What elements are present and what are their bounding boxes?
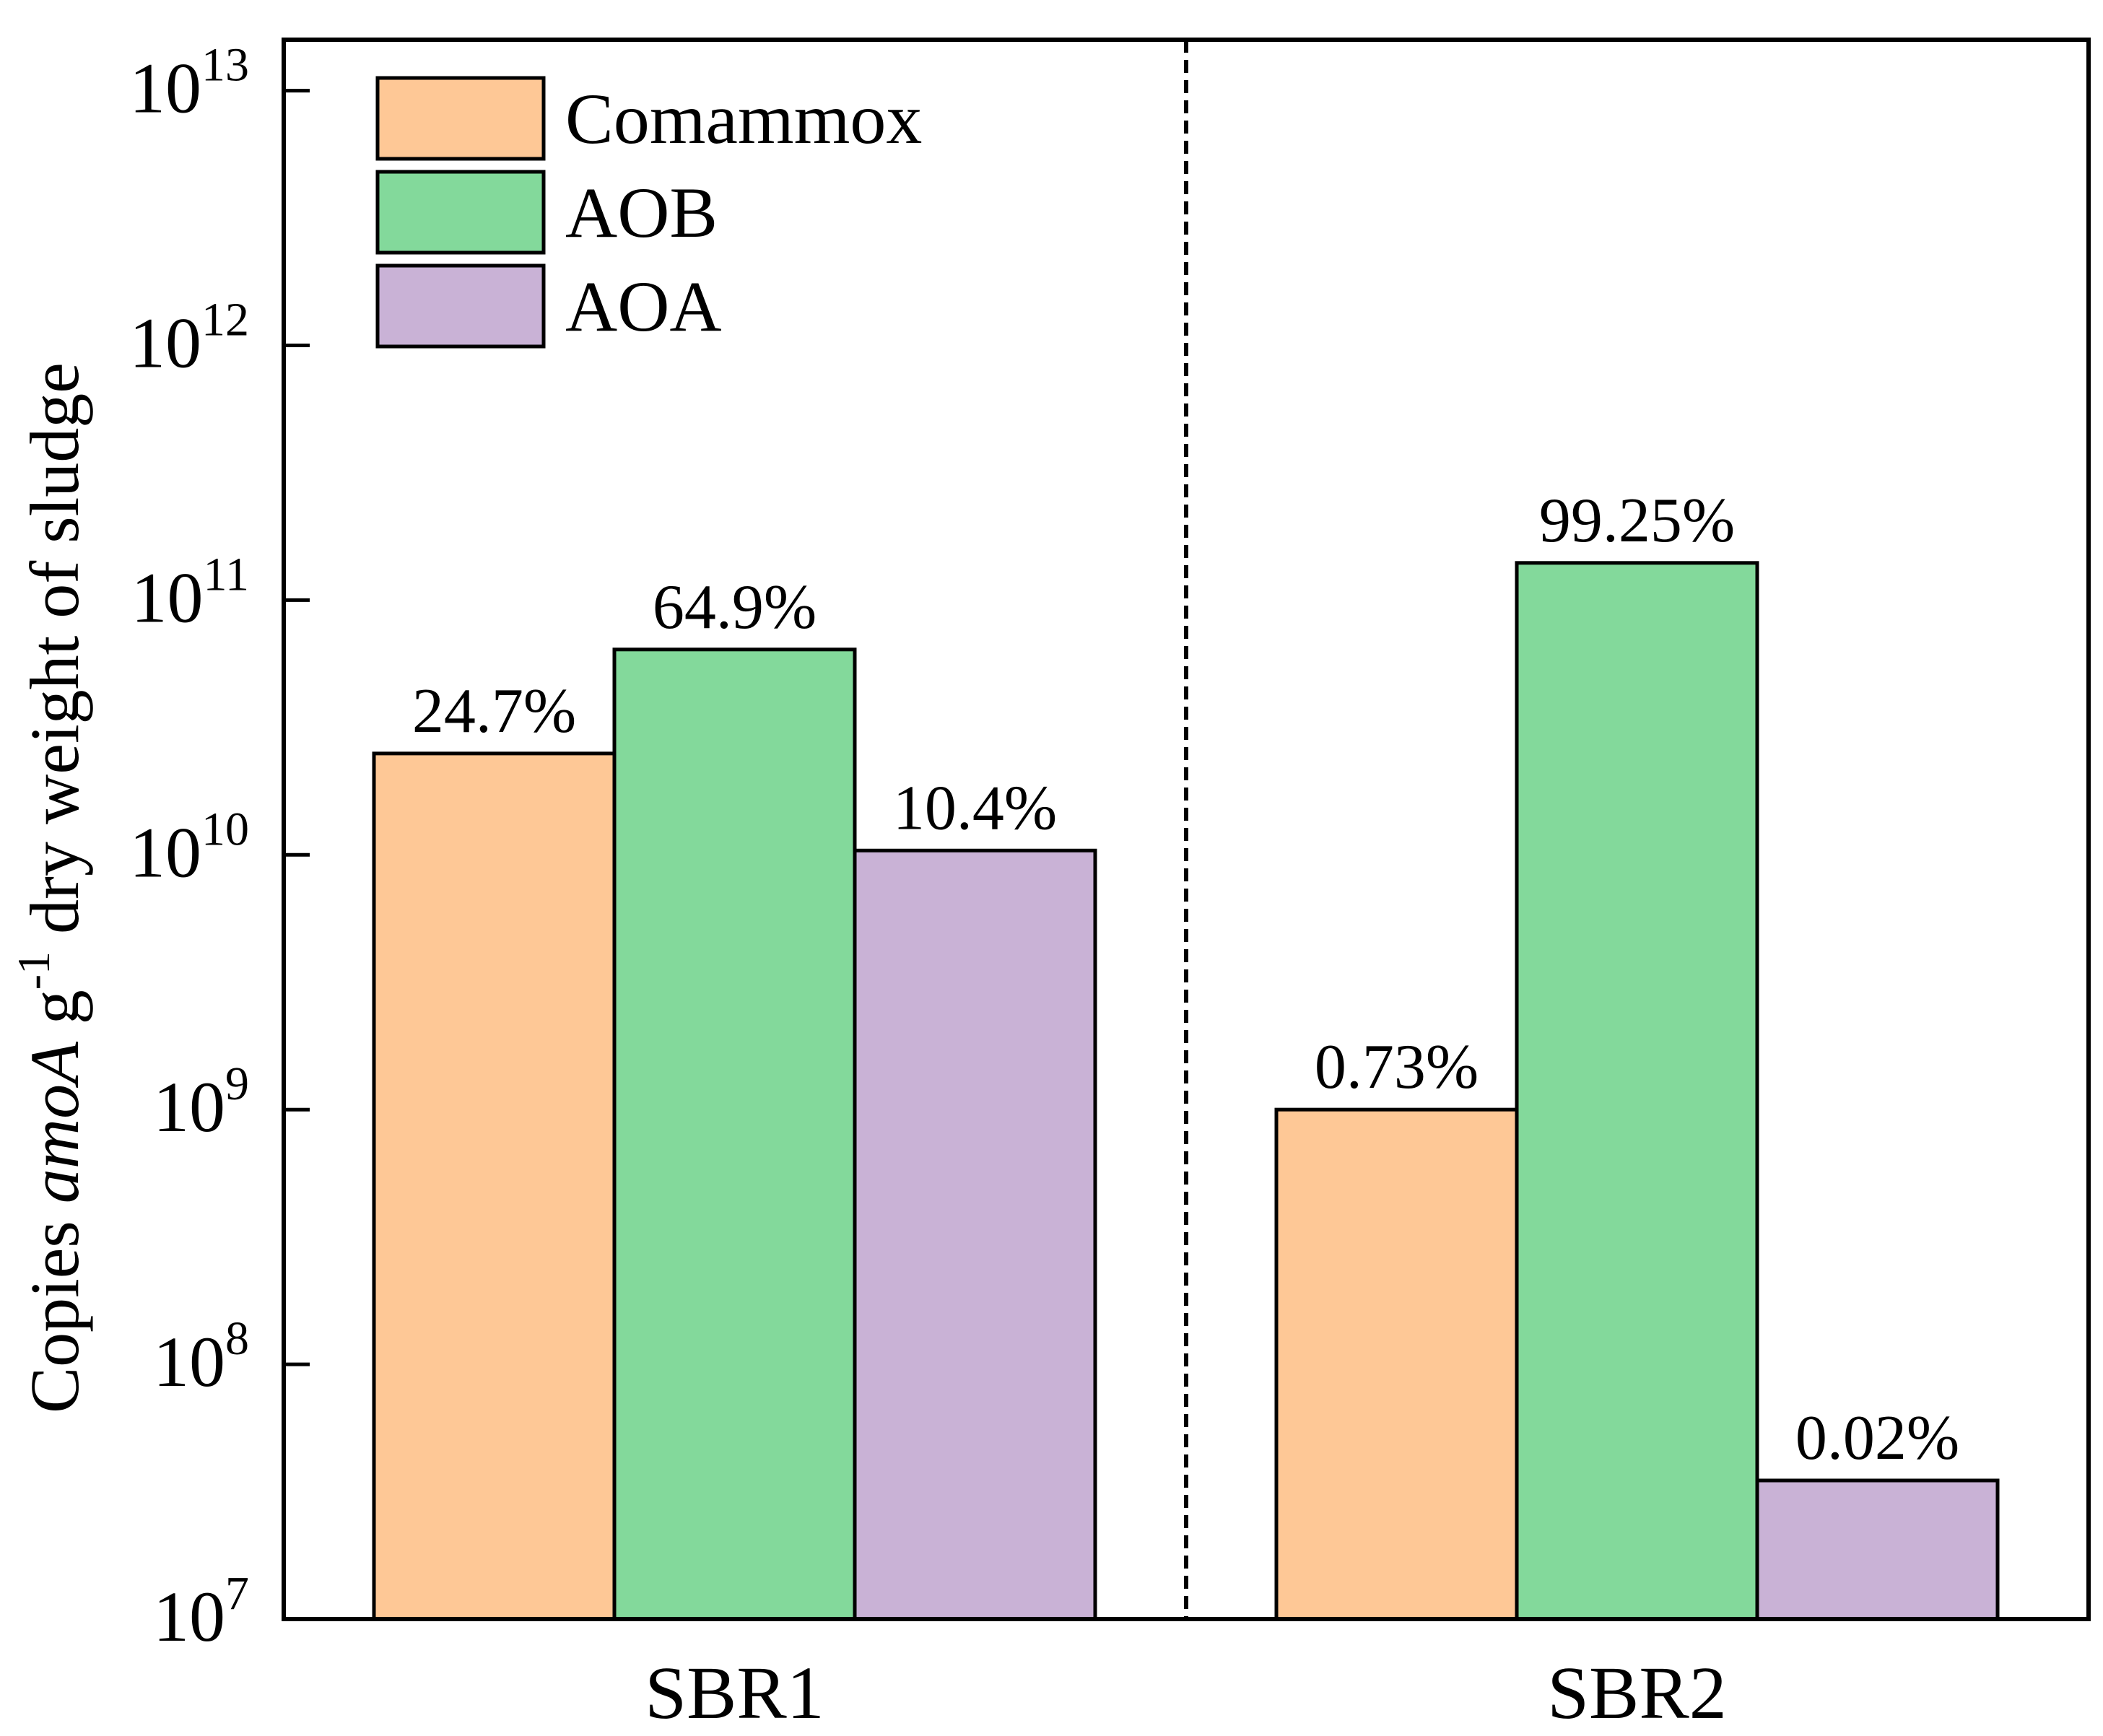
y-tick-label: 107 bbox=[153, 1567, 249, 1657]
legend-swatch-aoa bbox=[375, 263, 546, 349]
bar-sbr2-aoa bbox=[1755, 1478, 2000, 1621]
data-label-sbr1-aob: 64.9% bbox=[653, 572, 817, 642]
plot-frame bbox=[282, 38, 2091, 1621]
y-tick-label: 108 bbox=[153, 1312, 249, 1402]
x-tick-label-sbr2: SBR2 bbox=[1547, 1652, 1727, 1735]
data-label-sbr2-aoa: 0.02% bbox=[1795, 1403, 1959, 1473]
x-axis-tick-labels: SBR1 SBR2 bbox=[645, 1652, 1727, 1735]
bar-sbr1-aob bbox=[612, 647, 857, 1621]
y-tick-label: 1011 bbox=[131, 548, 249, 637]
y-axis-label: Copies amoA g-1 dry weight of sludge bbox=[8, 362, 93, 1413]
legend-label-aob: AOB bbox=[565, 173, 718, 253]
y-tick-label: 1012 bbox=[129, 293, 249, 383]
legend-swatch-comammox bbox=[375, 76, 546, 161]
bar-labels-layer: 24.7% 64.9% 10.4% 0.73% 99.25% 0.02% bbox=[412, 486, 1959, 1473]
bar-sbr1-aoa bbox=[853, 848, 1097, 1621]
legend: Comammox AOB AOA bbox=[375, 76, 922, 349]
bars-layer bbox=[372, 561, 2000, 1621]
data-label-sbr2-aob: 99.25% bbox=[1539, 486, 1735, 556]
data-label-sbr2-comammox: 0.73% bbox=[1315, 1032, 1479, 1102]
legend-swatch-aob bbox=[375, 170, 546, 255]
y-tick-label: 1013 bbox=[129, 39, 249, 128]
legend-label-comammox: Comammox bbox=[565, 79, 922, 159]
y-tick-label: 109 bbox=[153, 1057, 249, 1147]
bar-sbr1-comammox bbox=[372, 751, 617, 1621]
data-label-sbr1-aoa: 10.4% bbox=[893, 773, 1057, 843]
y-axis-ticks: 107 108 109 1010 1011 1012 1013 bbox=[129, 39, 310, 1657]
data-label-sbr1-comammox: 24.7% bbox=[412, 676, 576, 746]
bar-sbr2-comammox bbox=[1274, 1107, 1519, 1621]
y-tick-label: 1010 bbox=[129, 803, 249, 892]
bar-sbr2-aob bbox=[1515, 561, 1759, 1621]
y-axis-title: Copies amoA g-1 dry weight of sludge bbox=[8, 362, 93, 1413]
x-tick-label-sbr1: SBR1 bbox=[645, 1652, 824, 1735]
legend-label-aoa: AOA bbox=[565, 266, 722, 346]
